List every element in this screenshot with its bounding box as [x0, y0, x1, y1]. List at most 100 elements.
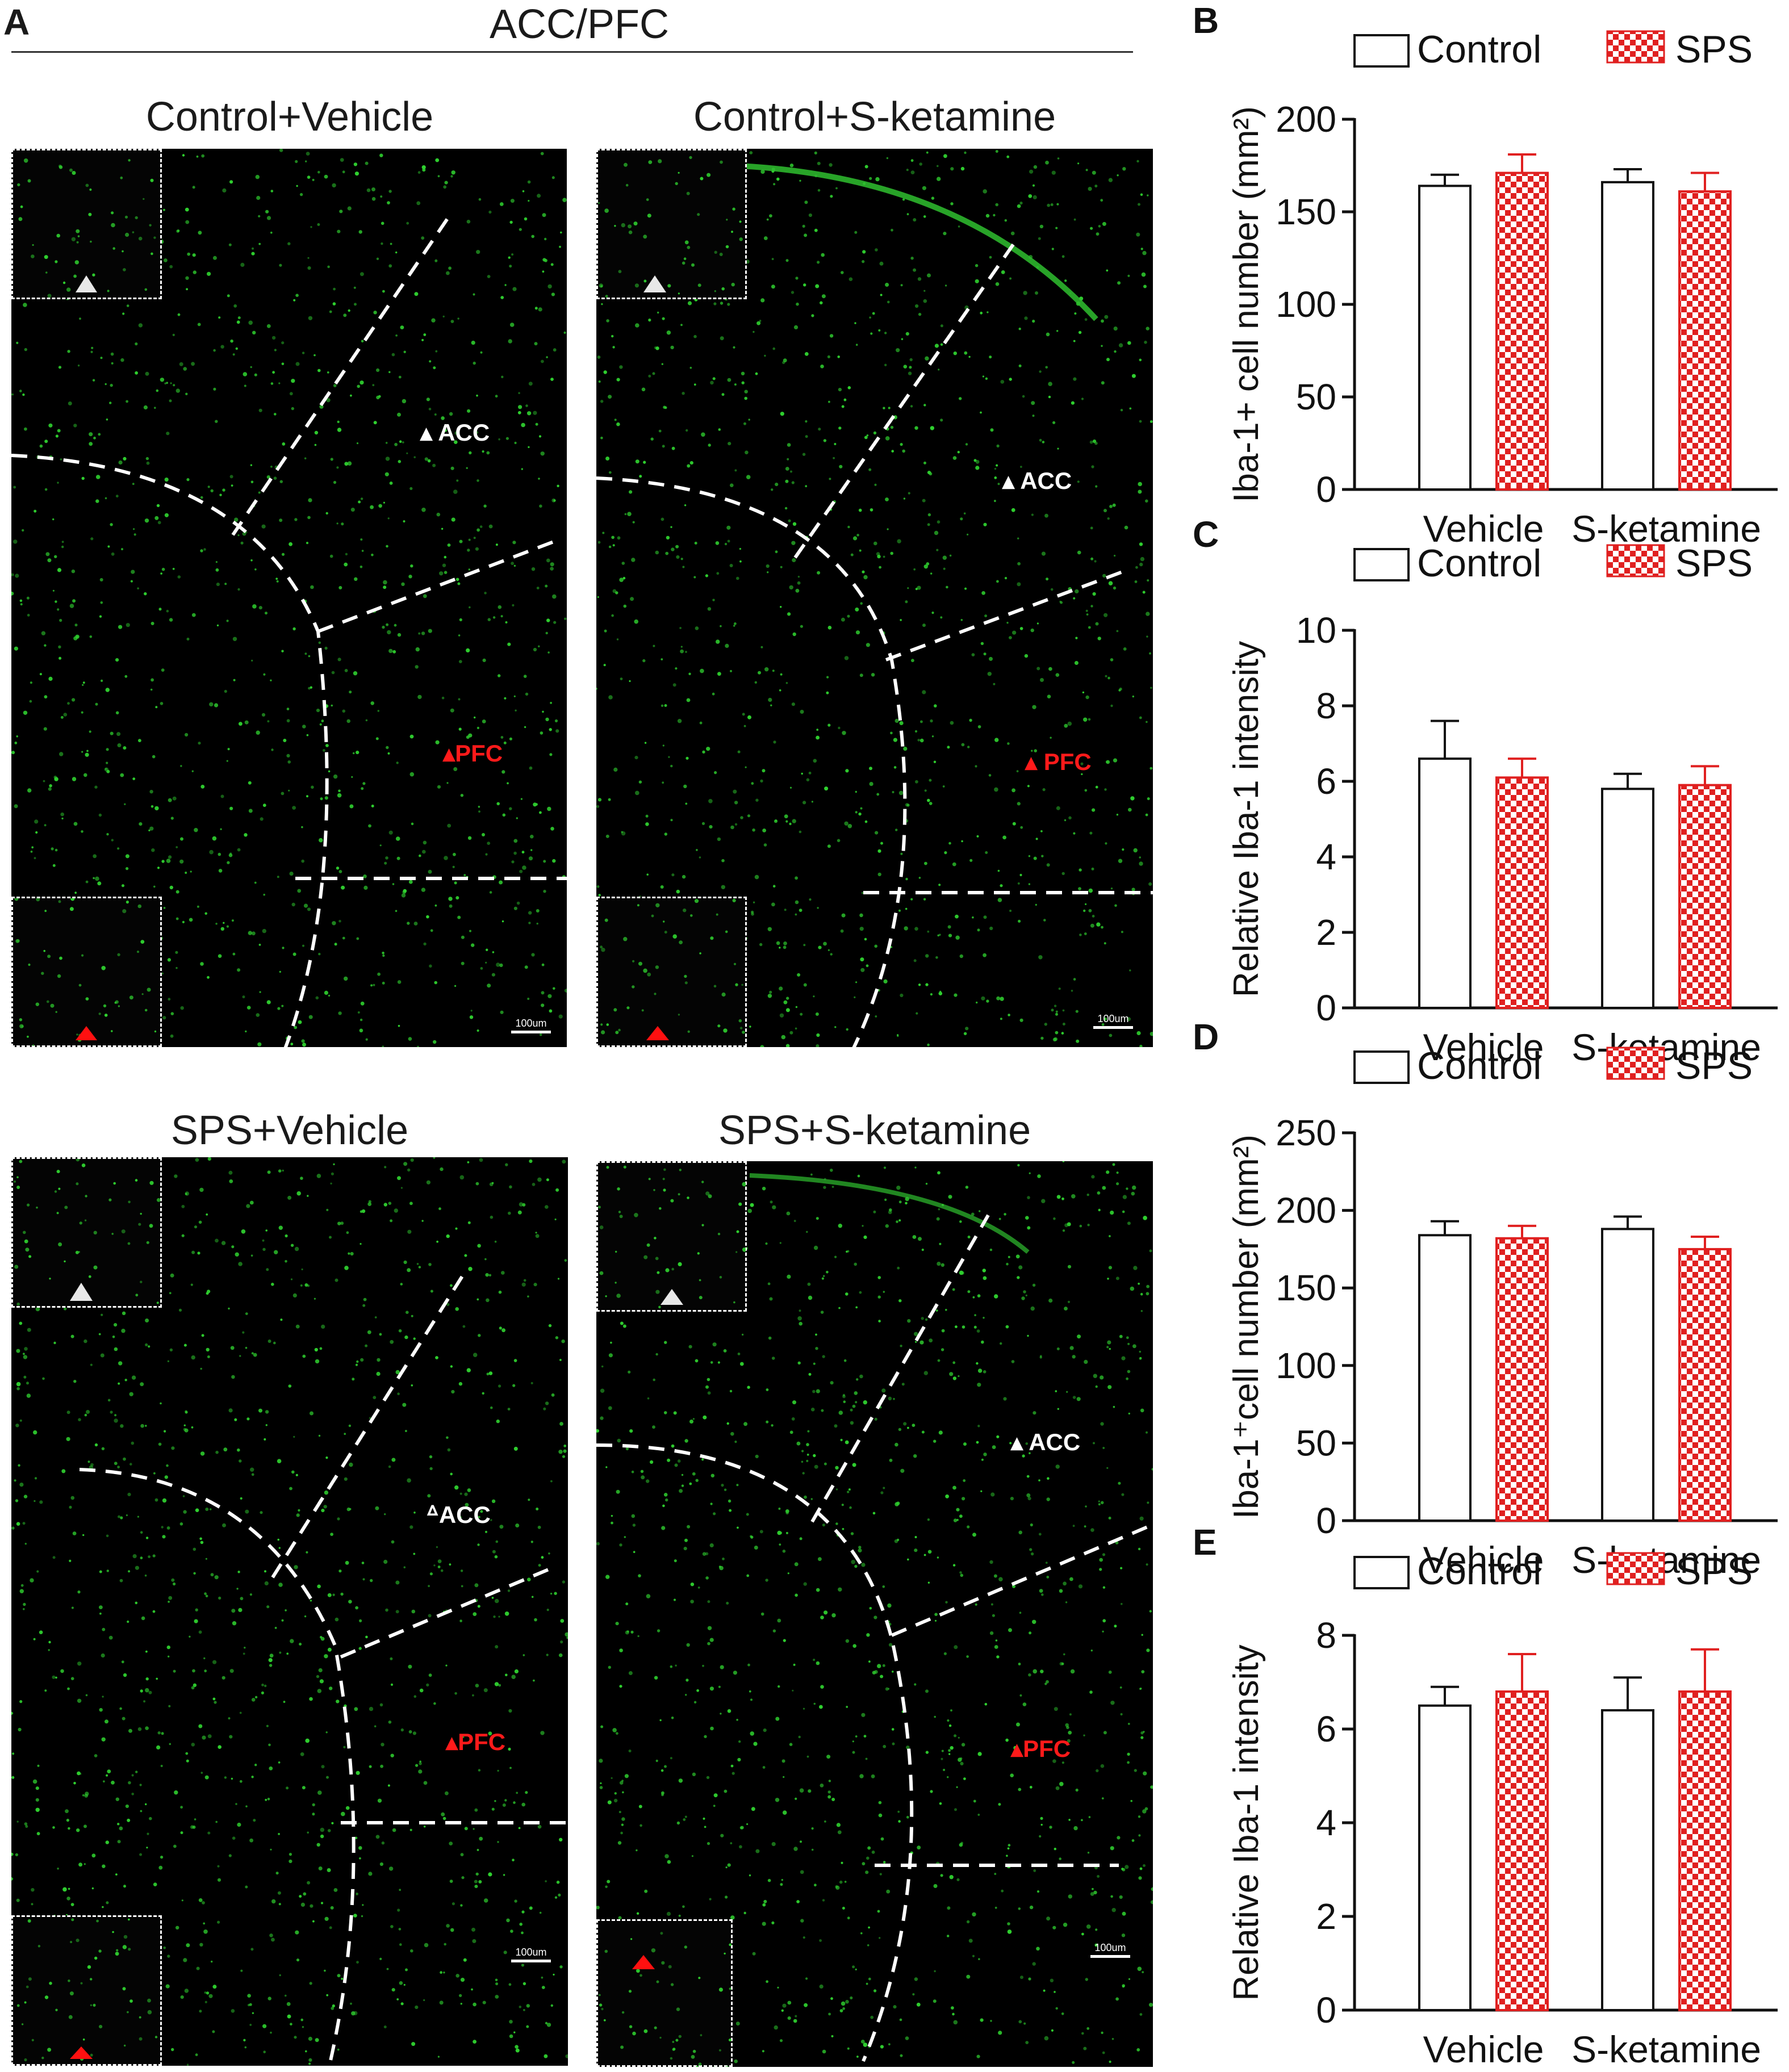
legend-swatch-sps: [1606, 1047, 1665, 1080]
y-tick-label: 4: [1316, 1802, 1336, 1843]
y-tick-label: 0: [1316, 1500, 1336, 1541]
y-axis-label: Relative Iba-1 intensity: [1227, 1644, 1266, 2000]
scale-bar: 100um: [511, 1947, 551, 1962]
legend-swatch-sps: [1606, 30, 1665, 64]
bar-control-vehicle: [1418, 757, 1472, 1009]
y-tick-label: 250: [1276, 1112, 1336, 1153]
bar-sps-vehicle: [1495, 776, 1549, 1009]
y-axis-label: Iba-1⁺cell number (mm²): [1227, 1135, 1266, 1519]
micrograph-control-s-ketamine: ▴ ACC ▴ PFC 100um: [596, 149, 1153, 1047]
x-tick-label: Vehicle: [1423, 1539, 1544, 1581]
acc-label: ▴ ACC: [1011, 1429, 1081, 1455]
bar-control-vehicle: [1418, 1704, 1472, 2011]
legend-swatch-control: [1353, 1050, 1410, 1084]
inset-cells: [17, 158, 156, 298]
pfc-label: ▴PFC: [446, 1728, 506, 1755]
chart-e: E Control SPS 0 2 4 6 8 Relative Iba-1 intensity…: [1193, 1522, 1778, 2070]
bar-control-vehicle: [1418, 1234, 1472, 1522]
y-tick-label: 10: [1296, 610, 1336, 651]
acc-label: ▴ ACC: [420, 419, 490, 446]
white-arrowhead-icon: [70, 1283, 93, 1301]
micrograph-sps-s-ketamine: ▴ ACC ▴PFC 100um: [596, 1161, 1153, 2067]
white-arrowhead-icon: [661, 1289, 683, 1305]
scale-bar: 100um: [1090, 1942, 1130, 1958]
panel-letter-a: A: [3, 2, 30, 43]
region-boundaries: [79, 1270, 568, 2066]
legend-swatch-control: [1353, 548, 1410, 581]
inset-cells: [14, 1159, 161, 1306]
legend-label-sps: SPS: [1675, 28, 1753, 71]
y-tick-label: 0: [1316, 1990, 1336, 2031]
inset-pfc-zoom: [11, 897, 162, 1047]
inset-pfc-zoom: [596, 1919, 733, 2067]
acc-label: ▴ ACC: [1002, 467, 1072, 494]
legend-swatch-sps: [1606, 1552, 1665, 1585]
y-tick-label: 0: [1316, 987, 1336, 1028]
chart-b: B Control SPS 0 50 100 150 200 Iba-1+ cell numbe…: [1193, 0, 1778, 550]
micro-title-2: Control+S-ketamine: [693, 94, 1056, 140]
y-tick-label: 100: [1276, 1345, 1336, 1386]
pfc-label: ▴PFC: [1011, 1735, 1071, 1762]
y-tick-label: 50: [1296, 376, 1336, 417]
red-arrowhead-icon: [632, 1955, 655, 1969]
red-arrowhead-icon: [646, 1026, 669, 1040]
micro-title-3: SPS+Vehicle: [170, 1108, 409, 1153]
inset-pfc-zoom: [11, 1915, 162, 2066]
panel-letter: B: [1193, 0, 1219, 41]
bar-sps-s-ketamine: [1678, 784, 1732, 1010]
y-tick-label: 2: [1316, 1896, 1336, 1937]
bar-control-s-ketamine: [1601, 181, 1654, 491]
legend-label-control: Control: [1417, 542, 1541, 585]
inset-cells: [599, 1932, 732, 2067]
y-tick-label: 150: [1276, 1267, 1336, 1308]
bar-sps-s-ketamine: [1678, 1248, 1732, 1522]
panel-a-title: ACC/PFC: [489, 2, 670, 47]
panel-letter: E: [1193, 1522, 1217, 1563]
panel-letter: D: [1193, 1016, 1219, 1057]
y-tick-label: 150: [1276, 191, 1336, 232]
legend-label-control: Control: [1417, 1550, 1541, 1593]
x-tick-label: S-ketamine: [1571, 2028, 1761, 2070]
legend-label-sps: SPS: [1675, 542, 1753, 585]
bar-control-s-ketamine: [1601, 1709, 1654, 2011]
inset-acc-zoom: [11, 149, 162, 299]
bar-control-s-ketamine: [1601, 788, 1654, 1010]
y-tick-label: 200: [1276, 99, 1336, 140]
y-tick-label: 8: [1316, 1615, 1336, 1656]
white-arrowhead-icon: [76, 275, 97, 292]
white-arrowhead-icon: [643, 275, 666, 292]
y-tick-label: 50: [1296, 1422, 1336, 1463]
legend-label-control: Control: [1417, 1044, 1541, 1087]
x-tick-label: Vehicle: [1423, 1026, 1544, 1068]
y-axis-label: Relative Iba-1 intensity: [1227, 641, 1266, 997]
y-tick-label: 6: [1316, 761, 1336, 802]
x-tick-label: Vehicle: [1423, 2028, 1544, 2070]
legend-label-control: Control: [1417, 28, 1541, 71]
bar-sps-s-ketamine: [1678, 190, 1732, 491]
bar-sps-vehicle: [1495, 171, 1549, 491]
inset-cells: [600, 898, 745, 1035]
micrograph-control-vehicle: ▴ ACC ▴PFC 100um: [11, 149, 567, 1047]
bar-sps-vehicle: [1495, 1690, 1549, 2011]
bar-control-vehicle: [1418, 185, 1472, 491]
y-axis-label: Iba-1+ cell number (mm²): [1227, 106, 1266, 503]
legend-swatch-sps: [1606, 544, 1665, 577]
pfc-label: ▴PFC: [443, 740, 503, 767]
y-tick-label: 2: [1316, 912, 1336, 953]
inset-cells: [598, 156, 743, 298]
y-tick-label: 8: [1316, 685, 1336, 726]
y-tick-label: 100: [1276, 284, 1336, 325]
pfc-label: ▴ PFC: [1025, 748, 1092, 775]
cell-field: [11, 1157, 568, 2066]
micrograph-sps-vehicle: ᐞACC ▴PFC 100um: [11, 1157, 568, 2066]
panel-a-divider: [11, 51, 1133, 53]
y-tick-label: 0: [1316, 469, 1336, 510]
x-tick-label: Vehicle: [1423, 508, 1544, 550]
inset-acc-zoom: [11, 1157, 162, 1308]
x-tick-label: S-ketamine: [1571, 1539, 1761, 1581]
inset-cells: [598, 1165, 746, 1309]
chart-d: D Control SPS 0 50 100 150 200 250 Iba-1⁺cell num…: [1193, 1016, 1778, 1581]
cell-field: [596, 149, 1153, 1047]
acc-label: ᐞACC: [426, 1501, 491, 1528]
